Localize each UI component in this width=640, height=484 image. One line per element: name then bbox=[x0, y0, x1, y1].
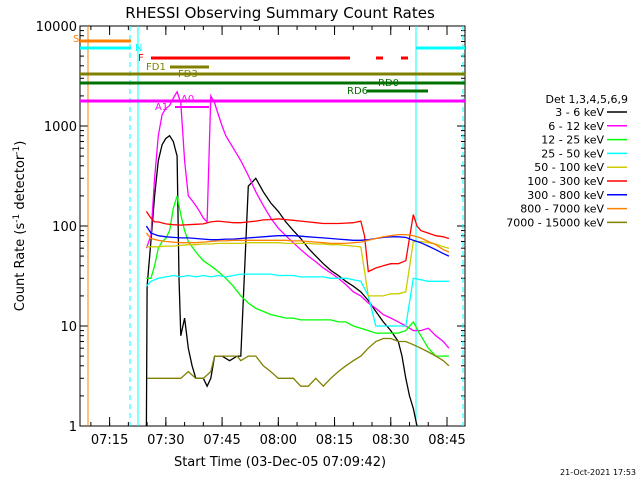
flag-label: A1 bbox=[155, 102, 168, 113]
x-tick-label: 07:30 bbox=[147, 433, 184, 448]
legend-label: 12 - 25 keV bbox=[541, 134, 604, 147]
series-line-2 bbox=[146, 195, 449, 357]
y-tick-label: 10000 bbox=[36, 20, 77, 35]
legend-label: 50 - 100 keV bbox=[534, 161, 604, 174]
y-axis-label-part3: ) bbox=[13, 141, 28, 146]
series-line-0 bbox=[145, 134, 418, 427]
timestamp: 21-Oct-2021 17:53 bbox=[560, 468, 636, 477]
series-line-6 bbox=[145, 225, 450, 257]
x-tick-label: 08:45 bbox=[428, 433, 465, 448]
y-tick-label: 100 bbox=[52, 220, 77, 235]
y-tick-label: 1 bbox=[69, 420, 77, 435]
series-line-5 bbox=[145, 211, 450, 273]
series-line-1 bbox=[145, 90, 450, 349]
y-tick-label: 1000 bbox=[44, 120, 77, 135]
legend-label: 300 - 800 keV bbox=[527, 189, 604, 202]
legend-label: 3 - 6 keV bbox=[555, 106, 604, 119]
flag-label: F bbox=[138, 53, 144, 64]
x-tick-label: 07:45 bbox=[203, 433, 240, 448]
chart-title: RHESSI Observing Summary Count Rates bbox=[125, 4, 435, 22]
x-tick-label: 08:30 bbox=[372, 433, 409, 448]
flag-label: FD3 bbox=[178, 69, 198, 80]
series-line-3 bbox=[145, 273, 449, 327]
series-line-4 bbox=[146, 240, 450, 297]
legend-label: 6 - 12 keV bbox=[548, 120, 604, 133]
legend-label: 800 - 7000 keV bbox=[520, 203, 604, 216]
flag-label: S bbox=[73, 34, 79, 45]
y-axis-label-part2: detector bbox=[13, 154, 28, 214]
flag-label: FD1 bbox=[146, 62, 166, 73]
x-tick-label: 07:15 bbox=[91, 433, 128, 448]
legend-label: 25 - 50 keV bbox=[541, 147, 604, 160]
x-axis-label: Start Time (03-Dec-05 07:09:42) bbox=[174, 455, 386, 470]
legend-label: 7000 - 15000 keV bbox=[506, 216, 604, 229]
flag-label: RD0 bbox=[378, 78, 399, 89]
flag-label: RD6 bbox=[347, 86, 368, 97]
series-line-8 bbox=[147, 337, 450, 388]
y-axis-label-sup1: -1 bbox=[12, 214, 22, 223]
y-axis-ticks: 1 10 100 1000 10000 bbox=[36, 20, 465, 435]
y-axis-label-sup2: -1 bbox=[12, 146, 22, 155]
y-axis-label-part1: Count Rate (s bbox=[13, 223, 28, 312]
series-group bbox=[145, 90, 450, 427]
x-tick-label: 08:00 bbox=[260, 433, 297, 448]
legend-label: 100 - 300 keV bbox=[527, 175, 604, 188]
series-line-7 bbox=[145, 232, 450, 253]
x-tick-label: 08:15 bbox=[316, 433, 353, 448]
y-axis-label: Count Rate (s-1 detector-1) bbox=[12, 141, 28, 312]
flag-label: N bbox=[135, 43, 142, 54]
x-axis-ticks: 07:15 07:30 07:45 08:00 08:15 08:30 08:45 bbox=[90, 26, 466, 448]
legend-title: Det 1,3,4,5,6,9 bbox=[545, 93, 628, 106]
flag-label: A0 bbox=[181, 94, 194, 105]
y-tick-label: 10 bbox=[60, 320, 77, 335]
